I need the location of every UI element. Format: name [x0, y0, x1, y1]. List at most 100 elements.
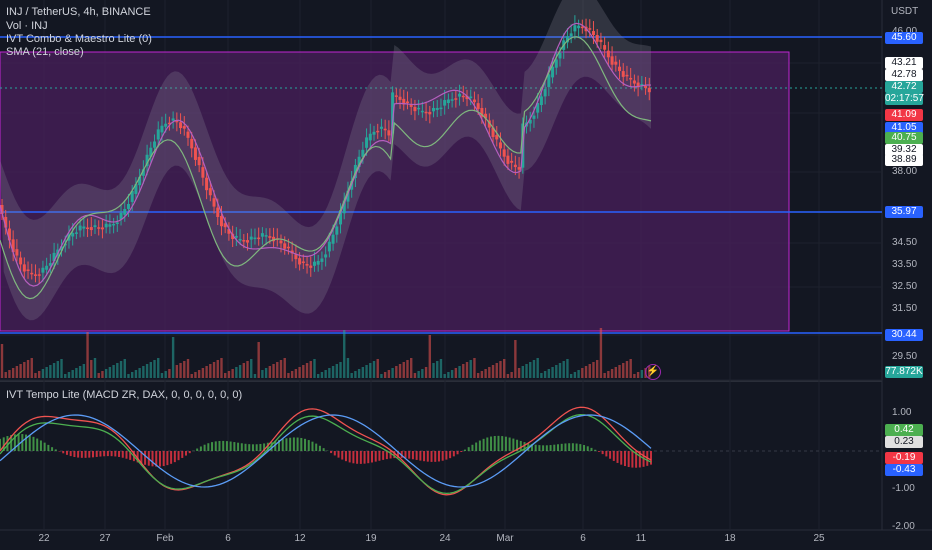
oscillator-legend[interactable]: IVT Tempo Lite (MACD ZR, DAX, 0, 0, 0, 0… — [6, 389, 243, 401]
volume-bar — [618, 365, 621, 378]
candle-body — [439, 107, 443, 110]
candle-body — [413, 106, 417, 112]
candle-body — [405, 101, 409, 104]
price-tag: 40.75 — [885, 132, 923, 144]
volume-bar — [157, 358, 160, 378]
candle-body — [435, 107, 439, 110]
symbol-legend[interactable]: INJ / TetherUS, 4h, BINANCE — [6, 6, 151, 18]
volume-bar — [190, 374, 193, 378]
volume-bar — [536, 358, 539, 378]
candle-body — [372, 131, 376, 135]
histogram-bar — [318, 445, 321, 451]
histogram-bar — [411, 451, 414, 460]
oscillator-axis-label: -2.00 — [892, 521, 915, 532]
volume-bar — [52, 363, 56, 378]
time-axis-label: 19 — [365, 533, 377, 544]
volume-bar — [372, 361, 376, 378]
histogram-bar — [103, 451, 106, 457]
volume-bar — [532, 360, 536, 378]
histogram-bar — [415, 451, 418, 460]
candle-body — [138, 176, 142, 186]
histogram-bar — [605, 451, 608, 457]
candle-body — [469, 96, 473, 99]
volume-bar — [555, 365, 558, 378]
volume-bar — [224, 373, 227, 378]
volume-legend[interactable]: Vol · INJ — [6, 20, 48, 32]
candle-body — [443, 100, 447, 106]
candle-body — [383, 128, 387, 131]
price-axis-label: 33.50 — [892, 259, 918, 270]
price-tag: 02:17:57 — [885, 93, 924, 105]
candle-body — [149, 147, 153, 157]
candle-body — [513, 164, 517, 168]
lightning-icon[interactable]: ⚡ — [645, 364, 661, 380]
histogram-bar — [17, 433, 20, 451]
candle-body — [632, 80, 636, 84]
volume-bar — [387, 370, 391, 378]
candle-body — [580, 26, 584, 29]
volume-bar — [104, 369, 108, 378]
candle-body — [346, 190, 350, 202]
price-tag: 41.09 — [885, 109, 923, 121]
histogram-bar — [545, 445, 548, 451]
candle-body — [472, 99, 476, 103]
histogram-bar — [612, 451, 615, 461]
histogram-bar — [69, 451, 72, 457]
volume-bar — [581, 368, 584, 378]
candle-body — [19, 257, 23, 265]
volume-bar — [34, 373, 37, 378]
histogram-bar — [460, 451, 463, 453]
candle-body — [506, 155, 510, 164]
candle-body — [502, 149, 506, 157]
currency-label[interactable]: USDT — [891, 6, 919, 17]
volume-bar — [175, 365, 179, 378]
time-axis-label: 18 — [724, 533, 736, 544]
volume-bar — [142, 366, 145, 378]
volume-bar — [447, 372, 450, 378]
histogram-bar — [490, 436, 493, 451]
histogram-bar — [114, 451, 117, 457]
candle-body — [190, 138, 194, 149]
candle-body — [97, 227, 101, 229]
candle-body — [342, 200, 346, 214]
histogram-bar — [65, 451, 68, 455]
volume-bar — [622, 363, 625, 378]
volume-bar — [127, 374, 130, 378]
volume-bar — [361, 367, 365, 378]
volume-bar — [324, 370, 327, 378]
volume-bar — [450, 370, 454, 378]
candle-body — [424, 111, 428, 114]
histogram-bar — [0, 438, 1, 451]
candle-body — [286, 246, 290, 249]
volume-bar — [171, 337, 175, 378]
candle-body — [365, 137, 369, 148]
volume-bar — [253, 374, 257, 378]
volume-bar — [131, 372, 134, 378]
histogram-bar — [285, 438, 288, 451]
candle-body — [301, 261, 305, 263]
candle-body — [339, 210, 343, 225]
combo-indicator-legend[interactable]: IVT Combo & Maestro Lite (0) — [6, 33, 152, 45]
histogram-bar — [486, 437, 489, 451]
time-axis-label: 6 — [580, 533, 586, 544]
volume-bar — [480, 371, 484, 378]
histogram-bar — [475, 442, 478, 451]
volume-bar — [264, 368, 268, 378]
candle-body — [640, 83, 644, 86]
volume-bar — [257, 342, 260, 378]
histogram-bar — [88, 451, 91, 458]
histogram-bar — [367, 451, 370, 464]
candle-body — [246, 240, 250, 243]
histogram-bar — [6, 436, 9, 451]
candle-body — [74, 232, 78, 234]
candle-body — [45, 265, 49, 270]
candle-body — [279, 240, 283, 244]
candle-body — [595, 34, 599, 42]
candle-body — [398, 96, 402, 100]
volume-bar — [101, 371, 104, 378]
sma-legend[interactable]: SMA (21, close) — [6, 46, 84, 58]
histogram-bar — [497, 435, 500, 451]
histogram-bar — [99, 451, 102, 457]
time-axis-label: 27 — [99, 533, 111, 544]
